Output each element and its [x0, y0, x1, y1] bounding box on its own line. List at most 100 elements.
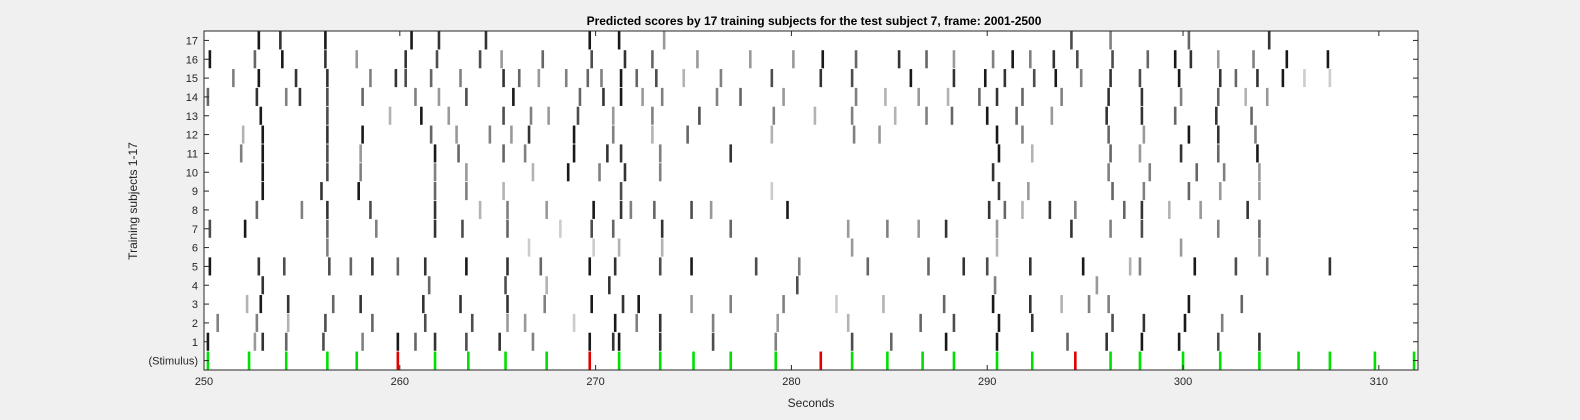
score-mark: [1109, 69, 1112, 88]
score-mark: [559, 219, 562, 238]
score-mark: [1087, 295, 1091, 314]
score-mark: [371, 313, 374, 332]
score-mark: [690, 200, 693, 219]
plot-area: [204, 31, 1418, 370]
y-tick-label: 9: [192, 186, 198, 198]
score-mark: [255, 200, 259, 219]
score-mark: [429, 69, 433, 88]
score-mark: [396, 332, 400, 351]
y-tick-label: 1: [192, 337, 198, 349]
stimulus-mark: [326, 351, 329, 370]
score-mark: [1254, 125, 1257, 144]
score-mark: [572, 144, 576, 163]
score-mark: [1187, 31, 1191, 50]
score-mark: [600, 69, 603, 88]
score-mark: [322, 332, 325, 351]
score-mark: [623, 163, 627, 182]
score-mark: [854, 87, 858, 106]
score-mark: [797, 257, 801, 276]
score-mark: [997, 182, 1001, 201]
stimulus-mark: [1181, 351, 1185, 370]
score-mark: [715, 87, 719, 106]
score-mark: [255, 87, 259, 106]
score-mark: [208, 50, 212, 69]
stimulus-mark: [1218, 351, 1222, 370]
score-mark: [1258, 163, 1261, 182]
score-mark: [261, 144, 265, 163]
score-mark: [660, 238, 664, 257]
score-mark: [429, 125, 433, 144]
score-mark: [944, 219, 948, 238]
x-tick-label: 270: [586, 376, 604, 388]
score-mark: [1218, 69, 1222, 88]
score-mark: [1060, 295, 1063, 314]
score-mark: [1070, 219, 1073, 238]
score-mark: [1240, 295, 1244, 314]
score-mark: [1050, 106, 1054, 125]
score-mark: [1216, 332, 1220, 351]
score-mark: [690, 257, 693, 276]
score-mark: [1054, 69, 1058, 88]
score-mark: [850, 106, 854, 125]
score-mark: [1138, 257, 1142, 276]
score-mark: [300, 200, 304, 219]
y-tick-label: (Stimulus): [148, 356, 198, 368]
score-mark: [1029, 257, 1032, 276]
score-mark: [375, 219, 378, 238]
score-mark: [465, 163, 468, 182]
score-mark: [572, 125, 576, 144]
score-mark: [925, 50, 928, 69]
score-mark: [1095, 276, 1099, 295]
score-mark: [241, 125, 245, 144]
y-tick-label: 2: [192, 318, 198, 330]
score-mark: [523, 313, 527, 332]
score-mark: [208, 219, 212, 238]
score-mark: [1105, 332, 1108, 351]
score-mark: [422, 295, 425, 314]
score-mark: [619, 69, 623, 88]
score-mark: [1216, 50, 1220, 69]
y-tick-label: 13: [186, 111, 198, 123]
score-mark: [952, 313, 956, 332]
score-mark: [326, 238, 329, 257]
y-tick-label: 16: [186, 54, 198, 66]
score-mark: [1234, 69, 1238, 88]
score-mark: [1199, 200, 1202, 219]
score-mark: [232, 69, 235, 88]
score-mark: [1168, 200, 1171, 219]
score-mark: [326, 106, 329, 125]
score-mark: [617, 332, 621, 351]
score-mark: [1216, 87, 1220, 106]
y-tick-label: 8: [192, 205, 198, 217]
score-mark: [1074, 200, 1077, 219]
score-mark: [1265, 257, 1269, 276]
stimulus-mark: [545, 351, 548, 370]
score-mark: [359, 295, 362, 314]
score-mark: [324, 50, 327, 69]
score-mark: [821, 50, 825, 69]
score-mark: [286, 313, 290, 332]
score-mark: [208, 257, 212, 276]
score-mark: [770, 182, 774, 201]
score-mark: [506, 257, 509, 276]
score-mark: [261, 332, 265, 351]
score-mark: [461, 219, 464, 238]
score-mark: [326, 163, 329, 182]
score-mark: [359, 163, 362, 182]
score-mark: [1107, 163, 1110, 182]
score-mark: [658, 257, 662, 276]
stimulus-mark: [1297, 351, 1300, 370]
x-axis-label: Seconds: [788, 396, 835, 410]
score-mark: [991, 50, 995, 69]
score-mark: [326, 87, 329, 106]
score-mark: [1122, 200, 1126, 219]
score-mark: [641, 87, 644, 106]
score-mark: [1107, 125, 1110, 144]
score-mark: [962, 257, 966, 276]
score-mark: [328, 257, 331, 276]
stimulus-mark: [1030, 351, 1034, 370]
y-tick-label: 3: [192, 299, 198, 311]
score-mark: [1216, 219, 1220, 238]
score-mark: [774, 332, 778, 351]
score-mark: [1030, 144, 1034, 163]
